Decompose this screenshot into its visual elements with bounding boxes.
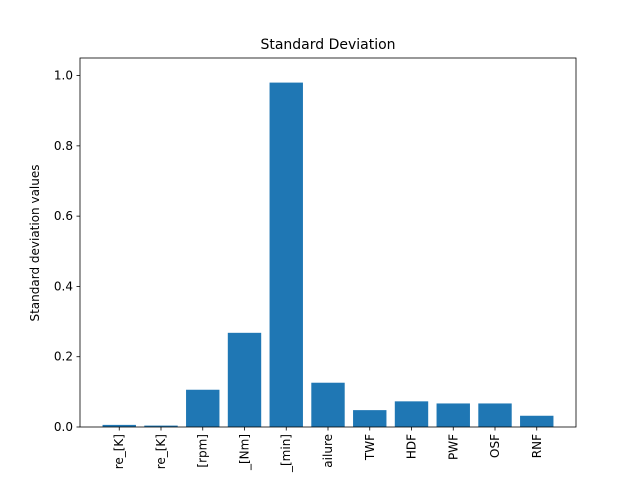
bar-8	[436, 403, 470, 427]
bar-7	[394, 401, 429, 427]
x-tick-label: ailure	[321, 434, 335, 468]
y-tick-label: 0.8	[54, 139, 73, 153]
x-tick-label: HDF	[405, 434, 419, 459]
y-axis: 0.0 0.2 0.4 0.6 0.8 1.0	[54, 69, 80, 434]
x-tick-label: re_[K]	[112, 434, 126, 469]
bar-3	[227, 332, 262, 427]
bar-0	[102, 424, 136, 427]
x-tick-label: PWF	[446, 434, 460, 460]
x-tick-label: TWF	[363, 434, 377, 461]
bar-5	[311, 382, 345, 427]
x-tick-label: _[min]	[279, 434, 293, 473]
y-tick-label: 1.0	[54, 69, 73, 83]
y-tick-label: 0.0	[54, 420, 73, 434]
bar-2	[186, 389, 220, 427]
bar-1	[144, 425, 178, 427]
x-tick-label: OSF	[488, 434, 502, 458]
x-tick-label: re_[K]	[154, 434, 168, 469]
y-tick-label: 0.4	[54, 279, 73, 293]
bar-6	[353, 410, 387, 427]
bar-4	[269, 82, 303, 427]
bars-group	[102, 82, 554, 427]
x-tick-label: _[Nm]	[237, 434, 251, 471]
chart-title: Standard Deviation	[260, 37, 395, 53]
x-axis: re_[K] re_[K] [rpm] _[Nm] _[min] ailure TWF HDF…	[112, 427, 544, 473]
bar-10	[520, 415, 554, 427]
y-tick-label: 0.6	[54, 209, 73, 223]
bar-9	[478, 403, 512, 427]
y-tick-label: 0.2	[54, 350, 73, 364]
y-axis-label: Standard deviation values	[28, 164, 42, 321]
x-tick-label: [rpm]	[196, 434, 210, 468]
x-tick-label: RNF	[530, 434, 544, 458]
